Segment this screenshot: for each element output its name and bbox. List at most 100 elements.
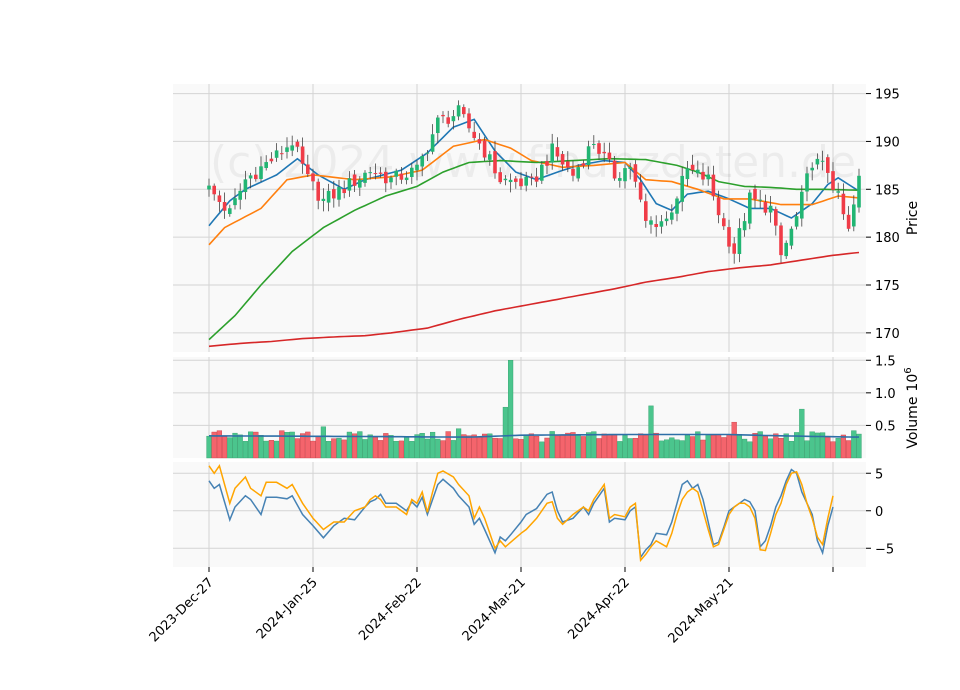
candle-body xyxy=(472,131,476,138)
candle-body xyxy=(285,147,289,152)
volume-bar xyxy=(232,432,238,459)
candle-body xyxy=(680,175,684,202)
candle-body xyxy=(399,173,404,180)
volume-grid xyxy=(173,357,866,458)
volume-bar xyxy=(430,431,436,459)
volume-bar xyxy=(471,434,477,459)
price-tick-label: 195 xyxy=(875,88,900,103)
candle-body xyxy=(555,147,560,157)
candle-body xyxy=(826,157,830,173)
candle-body xyxy=(550,143,554,163)
candle-body xyxy=(706,174,710,180)
volume-bar xyxy=(544,437,550,459)
candle-body xyxy=(566,161,570,168)
candle-body xyxy=(644,201,648,221)
candle-body xyxy=(852,204,856,227)
volume-bar xyxy=(409,441,415,459)
candle-body xyxy=(368,172,372,174)
volume-bar xyxy=(762,435,769,459)
volume-bars xyxy=(206,360,862,459)
candle-body xyxy=(727,227,731,247)
volume-bar xyxy=(404,437,410,459)
volume-bar xyxy=(466,435,472,459)
candle-body xyxy=(732,243,736,254)
volume-bar xyxy=(799,408,805,459)
oscillator-tick-label: 0 xyxy=(875,505,883,520)
volume-bar xyxy=(523,434,529,459)
date-tick-label: 2024-Mar-21 xyxy=(460,575,529,644)
volume-bar xyxy=(742,438,748,459)
volume-bar xyxy=(804,440,810,459)
candle-body xyxy=(716,197,721,216)
volume-bar xyxy=(825,436,831,459)
candle-body xyxy=(430,134,435,152)
volume-bar xyxy=(747,441,753,459)
volume-bar xyxy=(310,440,316,459)
candle-body xyxy=(503,178,508,181)
candle-body xyxy=(560,154,565,165)
volume-bar xyxy=(851,430,857,459)
candle-body xyxy=(685,168,690,180)
candle-body xyxy=(675,198,679,214)
candlesticks xyxy=(207,100,861,264)
volume-bar xyxy=(778,438,784,459)
candle-body xyxy=(602,151,606,154)
volume-bar xyxy=(856,433,862,459)
volume-bar xyxy=(414,434,420,459)
volume-bar xyxy=(658,440,665,459)
candle-body xyxy=(378,172,383,174)
volume-bar xyxy=(565,432,571,459)
candle-body xyxy=(649,220,653,225)
price-axis-label: Price xyxy=(905,201,921,235)
candle-body xyxy=(358,179,362,188)
volume-bar xyxy=(752,433,758,459)
candle-body xyxy=(332,189,336,199)
volume-bar xyxy=(294,438,301,459)
volume-bar xyxy=(773,433,779,459)
candle-body xyxy=(571,168,575,176)
candle-body xyxy=(800,191,804,219)
volume-bar xyxy=(253,431,259,459)
volume-bar xyxy=(513,438,519,459)
date-axis: 2023-Dec-27 2024-Jan-25 2024-Feb-22 2024-Ma… xyxy=(147,567,834,646)
candle-body xyxy=(592,143,596,145)
volume-bar xyxy=(591,431,597,459)
volume-bar xyxy=(705,434,711,459)
volume-bar xyxy=(528,433,535,459)
volume-bar xyxy=(258,435,264,459)
volume-bar xyxy=(549,431,555,459)
volume-axis-label-exp: 10 xyxy=(905,374,921,392)
volume-bar xyxy=(482,433,488,459)
date-tick-label: 2024-May-21 xyxy=(666,575,737,646)
candle-body xyxy=(805,173,809,192)
moving-average-line xyxy=(208,251,860,348)
volume-axis-label-sup: 6 xyxy=(903,367,914,373)
candle-body xyxy=(748,192,752,224)
candle-body xyxy=(774,209,778,226)
candle-body xyxy=(628,167,632,169)
volume-bar xyxy=(690,436,696,459)
volume-bar xyxy=(206,435,212,459)
candle-body xyxy=(841,193,846,215)
candle-body xyxy=(295,141,300,147)
candle-body xyxy=(722,218,726,227)
candle-body xyxy=(597,143,601,154)
volume-bar xyxy=(289,431,295,459)
candle-body xyxy=(690,164,695,171)
volume-bar xyxy=(450,440,457,459)
volume-bar xyxy=(643,434,649,459)
volume-bar xyxy=(835,438,841,459)
volume-bar xyxy=(809,431,815,459)
volume-bar xyxy=(383,433,389,459)
candle-body xyxy=(789,228,794,246)
oscillator-panel-background xyxy=(173,462,866,567)
volume-bar xyxy=(721,437,727,459)
volume-bar xyxy=(846,440,852,459)
candle-body xyxy=(451,116,456,122)
oscillator-line xyxy=(208,464,834,563)
volume-bar xyxy=(794,432,800,459)
volume-bar xyxy=(632,438,639,459)
volume-bar xyxy=(487,433,493,459)
price-tick-label: 190 xyxy=(875,135,900,150)
volume-bar xyxy=(648,405,654,459)
